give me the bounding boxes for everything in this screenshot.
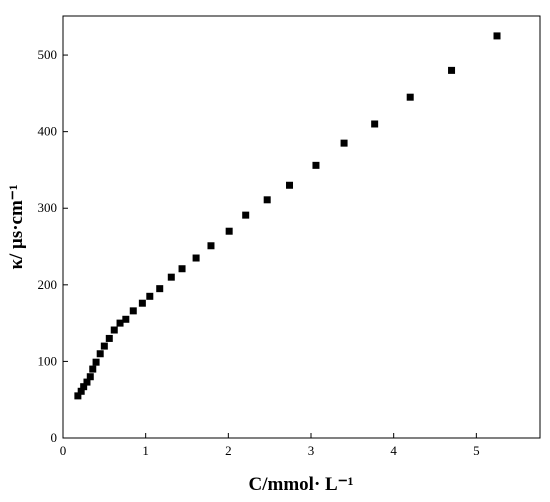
point bbox=[80, 383, 88, 391]
x-axis-label: C/mmol· L⁻¹ bbox=[249, 474, 354, 495]
x-tick-label: 5 bbox=[473, 443, 480, 458]
y-axis-label: κ/ μs·cm⁻¹ bbox=[6, 184, 27, 269]
point bbox=[340, 139, 348, 147]
point bbox=[207, 242, 215, 250]
point bbox=[89, 365, 97, 373]
point bbox=[493, 32, 501, 40]
point bbox=[286, 181, 294, 189]
x-tick-label: 4 bbox=[390, 443, 397, 458]
y-tick-label: 400 bbox=[38, 124, 58, 139]
point bbox=[77, 387, 85, 395]
y-tick-label: 500 bbox=[38, 47, 58, 62]
point bbox=[406, 93, 414, 101]
point bbox=[83, 378, 91, 386]
point bbox=[192, 254, 200, 262]
y-tick-label: 100 bbox=[38, 353, 58, 368]
x-tick-label: 2 bbox=[225, 443, 232, 458]
x-tick-label: 0 bbox=[60, 443, 67, 458]
point bbox=[116, 319, 124, 327]
point bbox=[105, 334, 113, 342]
plot-frame bbox=[62, 15, 541, 439]
point bbox=[74, 392, 82, 400]
point bbox=[146, 292, 154, 300]
x-tick-label: 3 bbox=[308, 443, 315, 458]
point bbox=[110, 326, 118, 334]
point bbox=[96, 350, 104, 358]
point bbox=[263, 196, 271, 204]
point bbox=[178, 265, 186, 273]
point bbox=[225, 227, 233, 235]
point bbox=[138, 299, 146, 307]
x-tick-label: 1 bbox=[142, 443, 149, 458]
point bbox=[371, 120, 379, 128]
point bbox=[156, 285, 164, 293]
point bbox=[122, 315, 130, 323]
point bbox=[100, 342, 108, 350]
point bbox=[312, 161, 320, 169]
point bbox=[167, 273, 175, 281]
y-tick-label: 200 bbox=[38, 277, 58, 292]
point bbox=[92, 358, 100, 366]
point bbox=[242, 211, 250, 219]
point bbox=[129, 307, 137, 315]
y-tick-label: 0 bbox=[51, 430, 58, 445]
point bbox=[448, 66, 456, 74]
y-tick-label: 300 bbox=[38, 200, 58, 215]
point bbox=[86, 373, 94, 381]
